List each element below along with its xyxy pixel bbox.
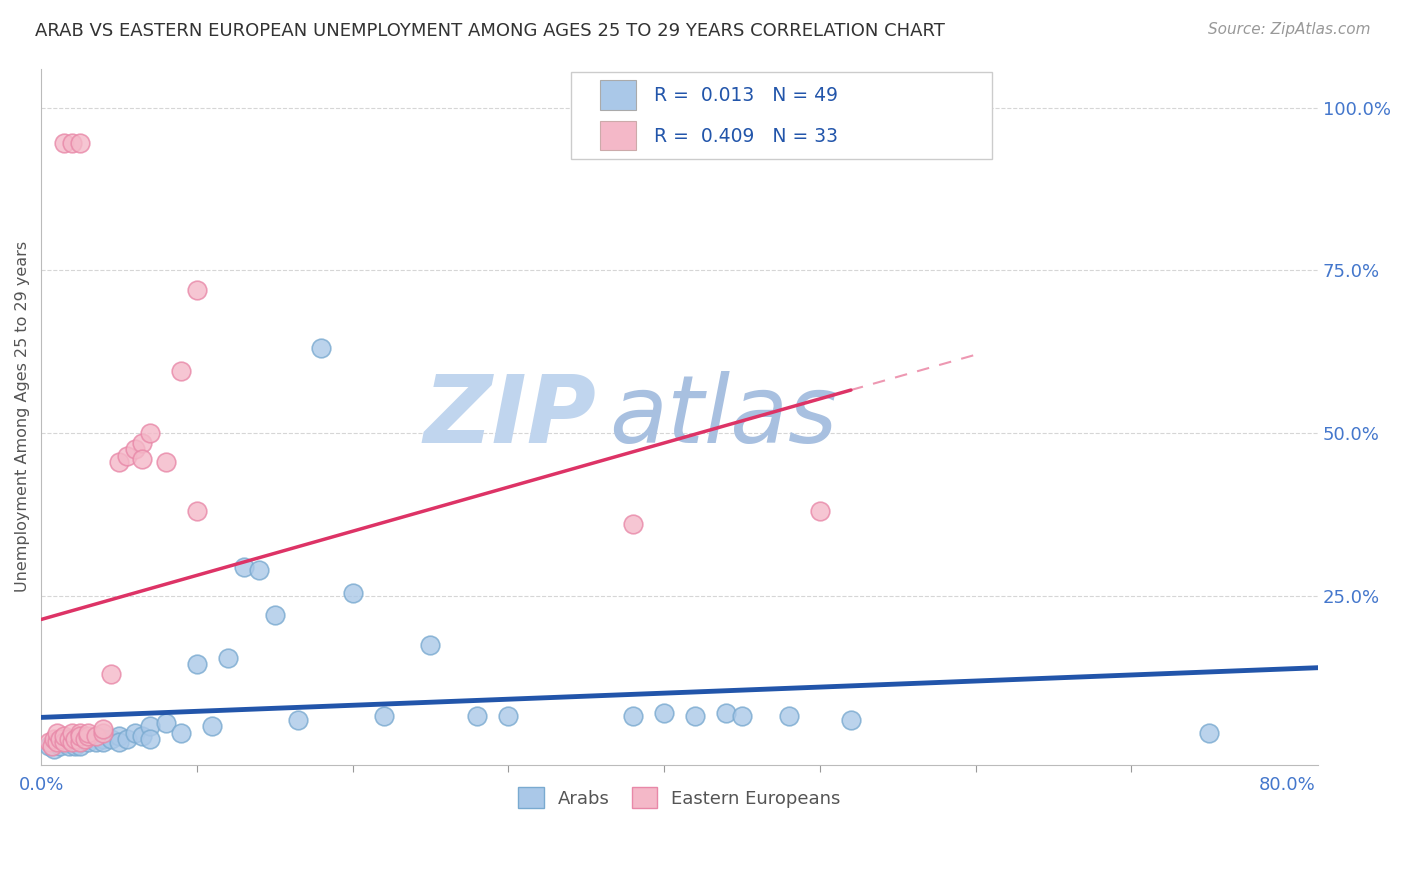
Point <box>124 442 146 457</box>
Point <box>65 732 87 747</box>
Point <box>155 715 177 730</box>
Point <box>38 735 60 749</box>
Point <box>69 729 91 743</box>
Point <box>60 732 83 747</box>
Legend: Arabs, Eastern Europeans: Arabs, Eastern Europeans <box>512 780 848 815</box>
Point <box>839 713 862 727</box>
Point <box>124 725 146 739</box>
Point <box>131 452 153 467</box>
Point <box>76 725 98 739</box>
Point <box>93 725 115 739</box>
Point <box>69 735 91 749</box>
Text: atlas: atlas <box>609 371 838 462</box>
Point <box>311 342 333 356</box>
Point <box>53 732 76 747</box>
Point <box>45 735 67 749</box>
Y-axis label: Unemployment Among Ages 25 to 29 years: Unemployment Among Ages 25 to 29 years <box>15 242 30 592</box>
Point <box>716 706 738 720</box>
Point <box>53 735 76 749</box>
Point <box>419 638 441 652</box>
Point <box>49 739 72 753</box>
Point <box>621 517 644 532</box>
Point <box>170 364 193 378</box>
Point <box>652 706 675 720</box>
Point <box>58 739 80 753</box>
Point <box>621 709 644 723</box>
Point <box>1198 725 1220 739</box>
Point <box>139 719 162 733</box>
Point <box>498 709 520 723</box>
Point <box>93 735 115 749</box>
Point <box>201 719 224 733</box>
Point <box>93 732 115 747</box>
Point <box>139 426 162 441</box>
Point <box>69 732 91 747</box>
Point <box>76 729 98 743</box>
Point <box>139 732 162 747</box>
Point <box>100 667 122 681</box>
Point <box>60 735 83 749</box>
Point <box>69 725 91 739</box>
Point <box>41 739 63 753</box>
Point <box>53 735 76 749</box>
Point <box>42 732 65 747</box>
Point <box>84 729 107 743</box>
Bar <box>600 80 636 110</box>
Text: R =  0.013   N = 49: R = 0.013 N = 49 <box>654 87 838 105</box>
Point <box>69 136 91 151</box>
Point <box>60 136 83 151</box>
Point <box>84 735 107 749</box>
Point <box>108 729 131 743</box>
Point <box>42 742 65 756</box>
Point <box>108 735 131 749</box>
Point <box>131 436 153 450</box>
Point <box>465 709 488 723</box>
Point <box>808 504 831 518</box>
Point <box>76 732 98 747</box>
Point <box>186 657 208 672</box>
Point <box>342 585 364 599</box>
Point <box>53 136 76 151</box>
Point <box>115 732 138 747</box>
Point <box>155 455 177 469</box>
Point <box>58 732 80 747</box>
Point <box>60 735 83 749</box>
Point <box>131 729 153 743</box>
Point <box>287 713 309 727</box>
Point <box>69 739 91 753</box>
Point <box>170 725 193 739</box>
Point <box>60 725 83 739</box>
Point <box>76 735 98 749</box>
Point <box>115 449 138 463</box>
Point <box>38 739 60 753</box>
Point <box>731 709 754 723</box>
Point <box>247 563 270 577</box>
Point <box>108 455 131 469</box>
Point <box>93 723 115 737</box>
Point <box>186 504 208 518</box>
Point <box>65 739 87 753</box>
Bar <box>600 120 636 150</box>
Point <box>373 709 395 723</box>
Point <box>232 559 254 574</box>
Point <box>73 732 96 747</box>
Point <box>45 725 67 739</box>
FancyBboxPatch shape <box>571 72 993 159</box>
Text: Source: ZipAtlas.com: Source: ZipAtlas.com <box>1208 22 1371 37</box>
Point <box>69 735 91 749</box>
Point <box>217 650 239 665</box>
Text: ARAB VS EASTERN EUROPEAN UNEMPLOYMENT AMONG AGES 25 TO 29 YEARS CORRELATION CHAR: ARAB VS EASTERN EUROPEAN UNEMPLOYMENT AM… <box>35 22 945 40</box>
Point <box>263 608 285 623</box>
Point <box>45 735 67 749</box>
Point <box>778 709 800 723</box>
Text: R =  0.409   N = 33: R = 0.409 N = 33 <box>654 127 838 145</box>
Point <box>683 709 706 723</box>
Point <box>100 732 122 747</box>
Point <box>49 732 72 747</box>
Point <box>186 283 208 297</box>
Point <box>53 729 76 743</box>
Text: ZIP: ZIP <box>423 371 596 463</box>
